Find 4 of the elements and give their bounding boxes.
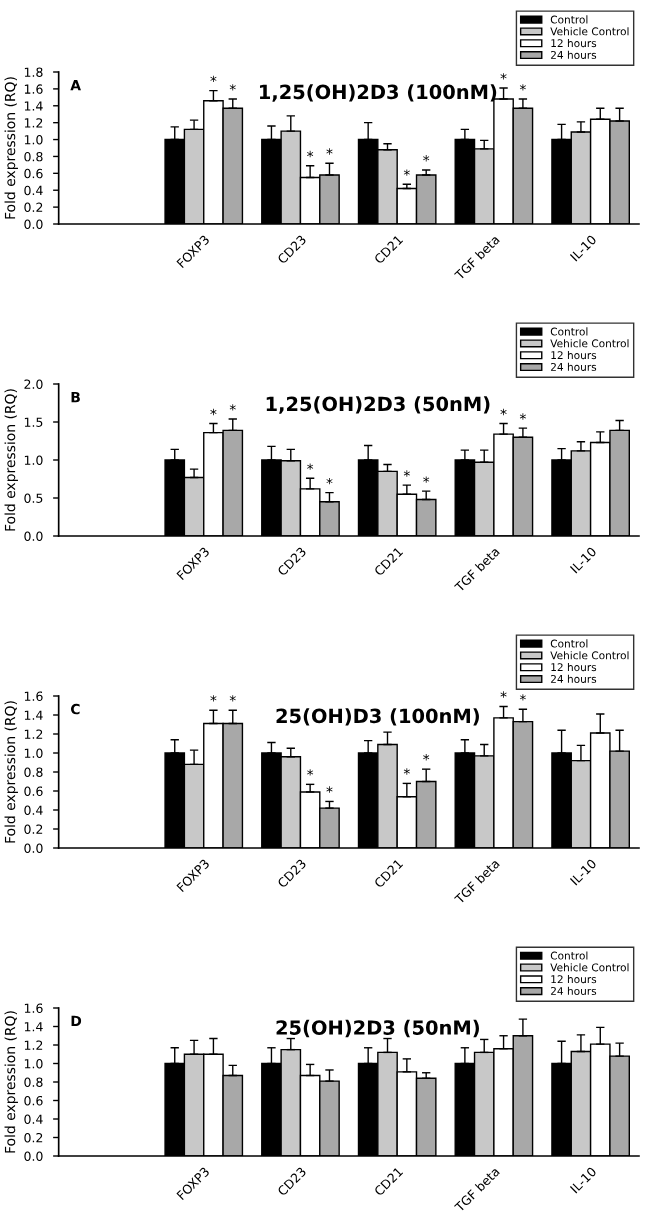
text: 25(OH)D3 (100nM) bbox=[276, 708, 479, 726]
text: 1,25(OH)2D3 (50nM) bbox=[266, 396, 490, 414]
text: 1,25(OH)2D3 (100nM) bbox=[259, 84, 497, 102]
text: 25(OH)2D3 (50nM) bbox=[276, 1019, 479, 1038]
